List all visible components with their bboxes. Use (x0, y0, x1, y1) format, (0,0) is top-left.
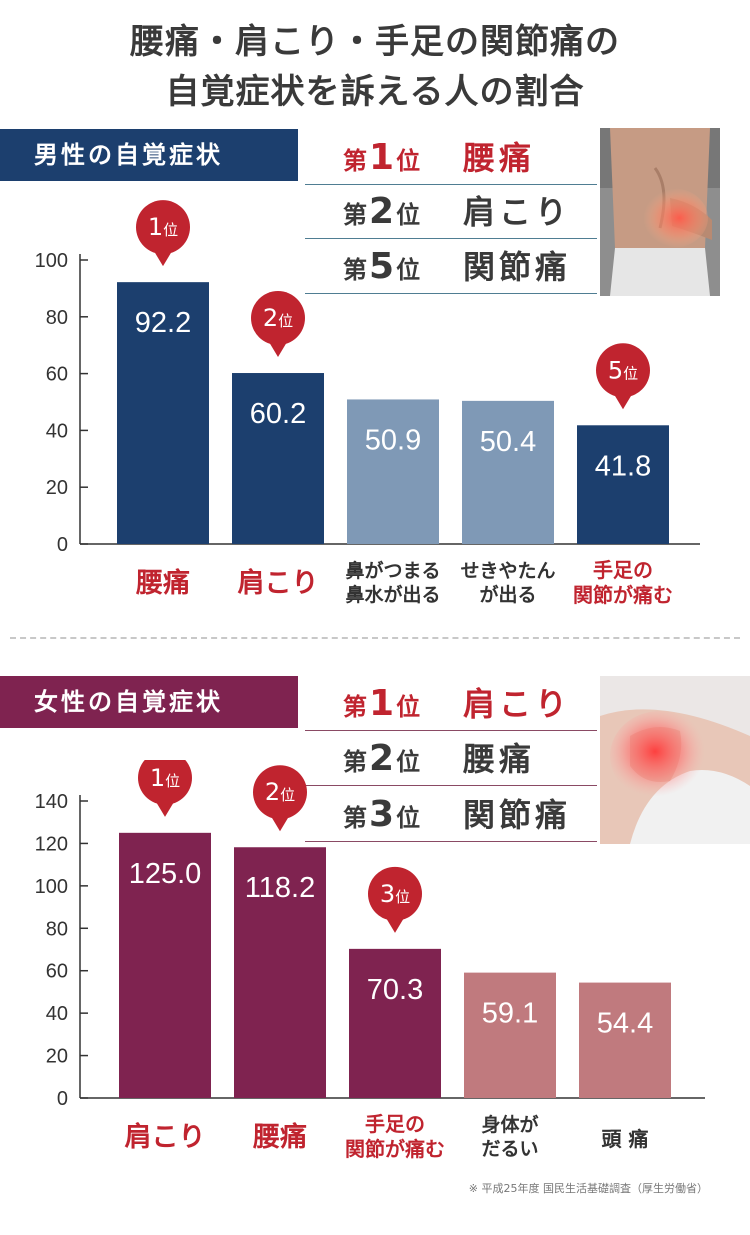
male-bar (347, 399, 439, 544)
female-bar (234, 847, 326, 1098)
male-badge-pointer (614, 394, 632, 410)
female-rank-badge-text: 2位 (265, 778, 295, 806)
female-section-banner: 女性の自覚症状 (0, 676, 298, 728)
female-value-label: 70.3 (367, 974, 423, 1006)
female-category-label: 身体がだるい (481, 1113, 538, 1160)
male-bar (232, 373, 324, 544)
female-rank-1: 第1位 肩こり (305, 677, 597, 731)
male-category-label: 手足の関節が痛む (573, 558, 673, 607)
female-y-tick-label: 80 (46, 918, 68, 940)
male-badge-pointer (154, 251, 172, 267)
shoulder-pain-photo (600, 676, 750, 844)
page-title-line1: 腰痛・肩こり・手足の関節痛の (130, 22, 620, 62)
female-y-tick-label: 40 (46, 1003, 68, 1025)
lower-back-pain-photo (600, 128, 720, 296)
female-bar (119, 832, 211, 1098)
male-rank-1-label: 第1位 (343, 137, 421, 178)
female-y-tick-label: 140 (35, 791, 68, 813)
female-rank-1-label: 第1位 (343, 683, 421, 724)
male-category-label: 肩こり (238, 567, 319, 599)
male-category-label: 鼻がつまる鼻水が出る (345, 559, 440, 606)
female-category-label: 肩こり (125, 1121, 206, 1153)
female-bar (579, 982, 671, 1098)
section-divider (10, 637, 740, 639)
female-rank-3: 第3位 関節痛 (305, 788, 597, 842)
female-y-tick-label: 20 (46, 1046, 68, 1068)
female-value-label: 59.1 (482, 998, 538, 1030)
female-badge-pointer (386, 917, 404, 933)
male-rank-2: 第2位 肩こり (305, 185, 597, 239)
male-bar (462, 400, 554, 544)
male-rank-badge (251, 291, 305, 346)
male-y-tick-label: 80 (46, 307, 68, 329)
male-value-label: 60.2 (250, 398, 306, 430)
male-y-tick-label: 20 (46, 477, 68, 499)
male-y-tick-label: 40 (46, 420, 68, 442)
female-rank-2: 第2位 腰痛 (305, 732, 597, 786)
male-value-label: 41.8 (595, 450, 651, 482)
source-footnote: ※ 平成25年度 国民生活基礎調査（厚生労働省） (468, 1182, 708, 1195)
male-y-tick-label: 60 (46, 364, 68, 386)
female-y-tick-label: 60 (46, 961, 68, 983)
male-section-banner: 男性の自覚症状 (0, 129, 298, 181)
female-y-tick-label: 100 (35, 876, 68, 898)
male-rank-5-label: 第5位 (343, 246, 421, 287)
female-value-label: 125.0 (129, 858, 202, 890)
female-bar (349, 948, 441, 1098)
male-rank-badge (596, 343, 650, 398)
male-rank-1-name: 腰痛 (463, 139, 536, 177)
male-rank-1: 第1位 腰痛 (305, 131, 597, 185)
male-bar (117, 282, 209, 544)
female-badge-pointer (271, 816, 289, 832)
female-rank-badge-text: 1位 (150, 764, 180, 792)
female-y-tick-label: 120 (35, 833, 68, 855)
male-rank-5-name: 関節痛 (463, 248, 572, 286)
male-rank-badge-text: 1位 (148, 213, 178, 241)
male-value-label: 50.9 (365, 424, 421, 456)
male-bar (577, 425, 669, 544)
male-value-label: 92.2 (135, 307, 191, 339)
male-rank-badge (136, 200, 190, 255)
female-y-tick-label: 0 (57, 1088, 68, 1110)
male-y-tick-label: 100 (35, 250, 68, 272)
female-rank-3-name: 関節痛 (463, 796, 572, 834)
male-rank-5: 第5位 関節痛 (305, 240, 597, 294)
female-rank-1-name: 肩こり (463, 685, 572, 723)
male-category-label: せきやたんが出る (460, 560, 555, 606)
male-y-tick-label: 0 (57, 534, 68, 556)
female-rank-badge (253, 765, 307, 820)
male-category-label: 腰痛 (135, 567, 190, 599)
female-badge-pointer (156, 801, 174, 817)
female-bar (464, 972, 556, 1098)
male-rank-badge-text: 2位 (263, 304, 293, 332)
female-value-label: 118.2 (245, 872, 315, 904)
female-rank-2-name: 腰痛 (463, 740, 536, 778)
female-rank-3-label: 第3位 (343, 794, 421, 835)
female-category-label: 頭 痛 (602, 1127, 649, 1151)
male-badge-pointer (269, 342, 287, 358)
male-rank-2-name: 肩こり (463, 193, 572, 231)
female-rank-badge (368, 866, 422, 921)
female-value-label: 54.4 (597, 1008, 653, 1040)
page-title-line2: 自覚症状を訴える人の割合 (165, 72, 585, 112)
male-rank-2-label: 第2位 (343, 191, 421, 232)
female-category-label: 手足の関節が痛む (345, 1112, 445, 1161)
female-rank-2-label: 第2位 (343, 738, 421, 779)
female-category-label: 腰痛 (252, 1121, 307, 1153)
male-rank-badge-text: 5位 (608, 356, 638, 384)
female-rank-badge (138, 760, 192, 805)
female-rank-badge-text: 3位 (380, 880, 410, 908)
male-value-label: 50.4 (480, 426, 536, 458)
